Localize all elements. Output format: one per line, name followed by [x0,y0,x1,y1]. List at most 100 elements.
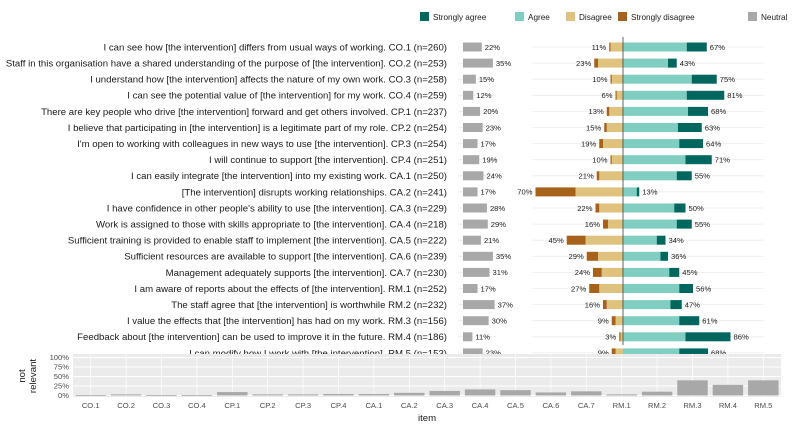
label-disagree-total: 10% [592,75,607,84]
bar-agree [623,251,661,261]
label-disagree-total: 21% [579,172,594,181]
nr-xlabel: item [418,413,436,424]
row-label: Work is assigned to those with skills ap… [96,220,447,231]
nr-bar [181,395,213,396]
legend-swatch-1 [515,12,524,21]
bar-neutral [463,203,487,213]
label-disagree-total: 22% [577,204,592,213]
bar-strongly-disagree [594,58,598,68]
label-agree-total: 86% [734,333,749,342]
label-disagree-total: 11% [592,43,607,52]
nr-bar [75,395,106,396]
legend-label-2: Disagree [579,13,612,22]
label-disagree-total: 9% [598,317,609,326]
label-agree-total: 13% [642,188,657,197]
bar-disagree [620,332,623,342]
nr-xtick: CO.4 [188,401,206,410]
nr-xtick: RM.2 [648,401,666,410]
bar-disagree [615,316,623,326]
bar-disagree [603,139,623,149]
neutral-panel-bg [458,41,496,360]
label-neutral: 19% [482,156,497,165]
bar-neutral [463,332,473,342]
bar-agree [623,235,657,245]
nr-bar [677,380,708,396]
bar-strongly-disagree [606,106,610,116]
nr-xtick: RM.4 [719,401,737,410]
legend: Strongly agree Agree Disagree Strongly disa… [420,12,788,22]
label-disagree-total: 70% [517,188,532,197]
bar-agree [623,267,670,277]
nr-bar [287,394,319,396]
label-neutral: 29% [491,220,506,229]
bar-strongly-disagree [566,235,586,245]
bar-strongly-disagree [596,171,600,181]
nr-bar [394,392,425,396]
row-label: The staff agree that [the intervention] … [171,300,447,311]
nr-xtick: RM.3 [683,401,701,410]
bar-strongly-agree [669,267,680,277]
label-neutral: 12% [476,91,491,100]
nr-ytick: 0% [58,391,69,400]
label-agree-total: 81% [727,91,742,100]
label-agree-total: 68% [711,107,726,116]
legend-swatch-2 [566,12,575,21]
bar-strongly-disagree [611,316,616,326]
bar-strongly-agree [668,58,677,68]
bar-strongly-agree [678,123,702,132]
label-neutral: 31% [493,268,508,277]
label-agree-total: 45% [682,268,697,277]
bar-strongly-agree [670,300,682,310]
label-neutral: 23% [486,349,501,358]
label-disagree-total: 27% [571,284,586,293]
nr-ytick: 50% [54,372,69,381]
bar-strongly-agree [686,90,725,100]
label-disagree-total: 19% [581,139,596,148]
label-neutral: 17% [481,139,496,148]
nr-xtick: CA.4 [472,401,489,410]
bar-strongly-agree [636,187,640,197]
legend-label-0: Strongly agree [433,13,487,22]
nr-bar [748,380,779,396]
likert-panel-bg [532,41,764,360]
row-label: Sufficient training is provided to enabl… [68,236,447,247]
legend-swatch-3 [618,12,627,21]
legend-label-1: Agree [528,13,550,22]
row-label: Staff in this organisation have a shared… [6,59,447,70]
row-label: I can see the potential value of [the in… [127,91,447,102]
label-agree-total: 34% [669,236,684,245]
label-neutral: 23% [486,123,501,132]
bar-neutral [463,267,490,277]
bar-neutral [463,300,495,310]
nr-bar [358,393,390,396]
bar-disagree [606,123,623,132]
bar-strongly-agree [660,251,668,261]
row-label: I value the effects that [the interventi… [127,316,447,327]
bar-strongly-disagree [611,348,616,358]
bar-disagree [611,155,623,165]
bar-agree [623,155,686,165]
row-label: I will continue to support [the interven… [209,155,447,166]
bar-strongly-disagree [593,267,602,277]
bar-strongly-agree [685,332,731,342]
nr-xtick: RM.5 [754,401,772,410]
nr-xtick: CA.7 [578,401,595,410]
bar-agree [623,187,637,197]
bar-disagree [610,42,623,52]
label-neutral: 17% [481,284,496,293]
label-agree-total: 50% [689,204,704,213]
label-neutral: 11% [475,333,490,342]
bar-disagree [585,235,623,245]
bar-agree [623,42,687,52]
row-label: I can see how [the intervention] differs… [103,42,447,53]
nr-bar [535,392,567,396]
legend-label-4: Neutral [761,13,788,22]
bar-strongly-disagree [586,251,598,261]
bar-neutral [463,155,480,165]
label-agree-total: 68% [711,349,726,358]
label-agree-total: 43% [680,59,695,68]
bar-agree [623,106,688,116]
bar-strongly-agree [679,348,708,358]
bar-strongly-disagree [619,332,621,342]
label-disagree-total: 24% [575,268,590,277]
